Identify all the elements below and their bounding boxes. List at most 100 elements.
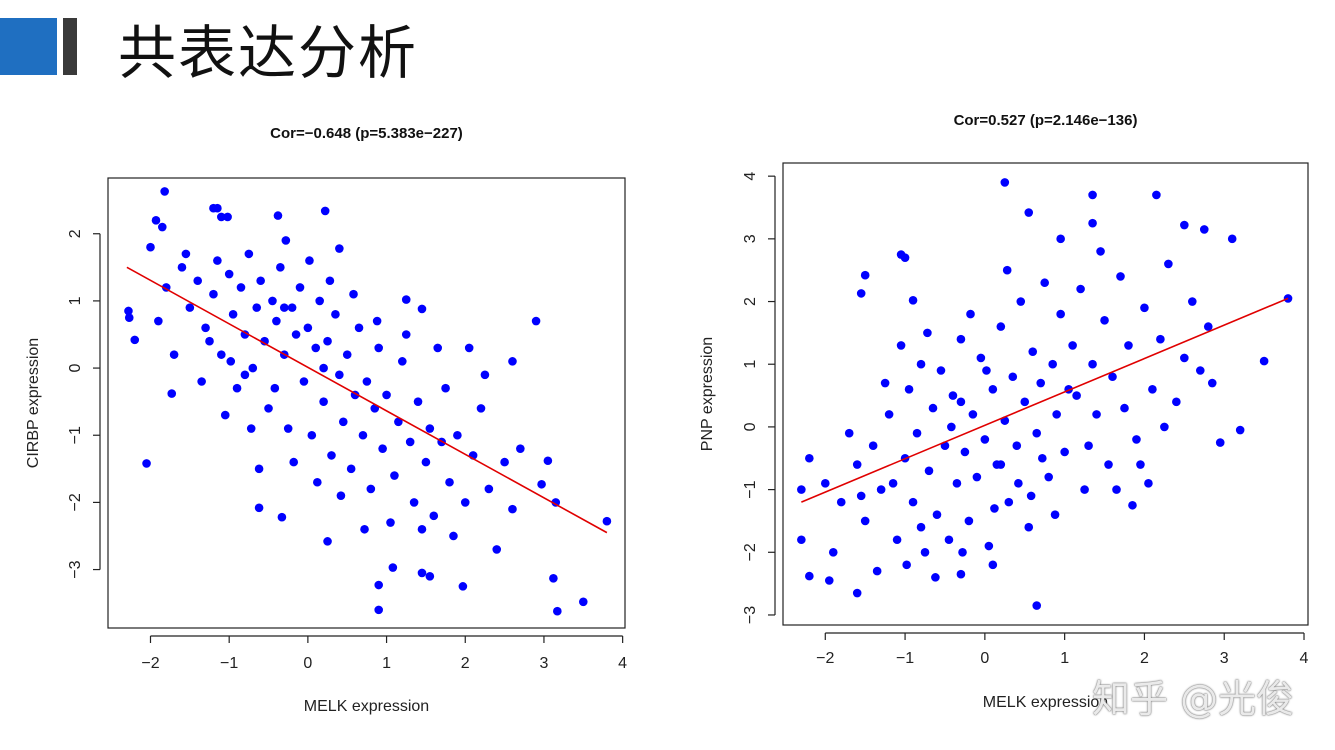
data-point — [252, 303, 262, 312]
data-point — [338, 417, 348, 427]
data-point — [1080, 485, 1089, 494]
data-point — [797, 485, 806, 494]
data-point — [217, 212, 226, 222]
data-point — [1148, 384, 1157, 394]
data-point — [1088, 359, 1097, 369]
data-point — [213, 256, 222, 265]
data-point — [185, 303, 195, 312]
chart-title: Cor=−0.648 (p=5.383e−227) — [270, 125, 463, 142]
data-point — [254, 503, 264, 513]
data-point — [602, 516, 612, 526]
data-point — [1180, 220, 1189, 230]
data-point — [956, 569, 966, 579]
data-point — [1088, 190, 1097, 200]
data-point — [1032, 428, 1042, 438]
y-tick-label: 0 — [742, 422, 759, 431]
data-point — [956, 334, 966, 344]
data-point — [1032, 601, 1042, 610]
data-point — [1235, 425, 1245, 435]
data-point — [868, 441, 878, 451]
y-tick-label: −2 — [67, 493, 84, 511]
data-point — [246, 424, 256, 433]
data-point — [154, 316, 163, 326]
data-point — [1100, 316, 1109, 325]
data-point — [209, 289, 218, 299]
data-point — [1156, 334, 1165, 344]
y-tick-label: −1 — [742, 480, 759, 498]
data-point — [1188, 297, 1197, 306]
data-point — [401, 330, 411, 339]
data-point — [828, 547, 838, 557]
data-point — [896, 341, 906, 350]
data-point — [531, 316, 541, 326]
y-tick-label: 1 — [67, 296, 84, 305]
data-point — [1008, 372, 1018, 382]
data-point — [1088, 218, 1097, 228]
plot-frame — [782, 162, 1309, 626]
data-point — [146, 242, 155, 252]
data-point — [1068, 341, 1077, 350]
data-point — [181, 249, 191, 259]
data-point — [378, 444, 387, 453]
regression-line — [801, 297, 1289, 503]
data-point — [390, 471, 399, 480]
data-point — [213, 203, 222, 213]
data-point — [362, 377, 372, 386]
data-point — [964, 516, 974, 526]
data-point — [551, 498, 561, 507]
x-axis-label: MELK expression — [304, 698, 429, 715]
data-point — [916, 359, 926, 369]
data-point — [508, 504, 517, 514]
data-point — [220, 410, 230, 420]
data-point — [1195, 366, 1205, 375]
data-point — [124, 306, 133, 316]
data-point — [824, 576, 834, 585]
data-point — [236, 283, 246, 292]
data-point — [315, 296, 324, 306]
data-point — [968, 410, 978, 419]
data-point — [360, 524, 369, 534]
y-axis-label: CIRBP expression — [25, 338, 42, 468]
data-point — [948, 391, 958, 400]
data-point — [320, 206, 330, 216]
data-point — [1140, 303, 1149, 313]
data-point — [260, 336, 269, 346]
data-point — [223, 212, 232, 222]
data-point — [860, 516, 870, 526]
chart-1: −2 −1 0 1 2 3 4 −3 −2 −1 0 1 2 Cor=−0.648 (p=5.383e−2… — [25, 125, 627, 715]
data-point — [142, 459, 151, 468]
data-point — [876, 485, 886, 494]
data-point — [852, 588, 862, 598]
data-point — [980, 435, 990, 444]
data-point — [1040, 278, 1050, 288]
data-point — [417, 524, 427, 534]
data-point — [272, 316, 281, 326]
slide-title: 共表达分析 — [118, 19, 419, 87]
data-point — [167, 389, 177, 398]
data-point — [1044, 472, 1053, 482]
data-point — [880, 378, 890, 388]
data-point — [1004, 497, 1014, 507]
data-point — [976, 353, 986, 363]
x-tick-label: 2 — [461, 655, 470, 672]
data-point — [1012, 441, 1022, 451]
x-tick-label: −2 — [816, 650, 834, 667]
data-point — [1132, 435, 1141, 444]
data-point — [1024, 208, 1034, 217]
data-point — [1024, 522, 1034, 532]
data-point — [1180, 353, 1189, 363]
data-point — [900, 253, 910, 262]
data-point — [1164, 259, 1173, 269]
data-point — [1108, 372, 1117, 382]
y-tick-label: −2 — [742, 543, 759, 561]
data-point — [988, 560, 998, 570]
data-point — [386, 518, 395, 527]
data-point — [425, 424, 435, 433]
x-tick-label: 1 — [1060, 650, 1069, 667]
data-point — [374, 343, 383, 353]
data-point — [908, 295, 918, 305]
data-point — [374, 580, 383, 590]
regression-line — [126, 266, 608, 534]
data-point — [988, 384, 998, 394]
data-point — [892, 535, 902, 545]
